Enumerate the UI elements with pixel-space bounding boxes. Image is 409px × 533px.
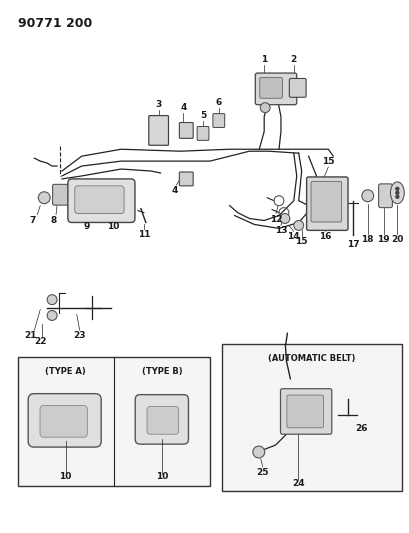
FancyBboxPatch shape <box>286 395 323 428</box>
Text: 3: 3 <box>155 100 162 109</box>
FancyBboxPatch shape <box>147 407 178 434</box>
FancyBboxPatch shape <box>310 181 341 222</box>
Text: 20: 20 <box>390 236 402 244</box>
FancyBboxPatch shape <box>135 394 188 444</box>
Circle shape <box>47 311 57 320</box>
Text: 25: 25 <box>256 468 268 477</box>
Text: 5: 5 <box>200 110 206 119</box>
Ellipse shape <box>389 182 403 204</box>
FancyBboxPatch shape <box>74 186 124 214</box>
FancyBboxPatch shape <box>40 406 87 437</box>
FancyBboxPatch shape <box>212 114 224 127</box>
Text: 2: 2 <box>290 55 296 64</box>
Text: 21: 21 <box>24 332 36 340</box>
Text: 23: 23 <box>73 332 86 340</box>
Text: 7: 7 <box>29 215 36 224</box>
Text: 1: 1 <box>261 55 267 64</box>
Text: 18: 18 <box>361 236 373 244</box>
FancyBboxPatch shape <box>255 73 296 104</box>
Bar <box>18 357 209 486</box>
Text: 10: 10 <box>107 222 119 231</box>
Text: 15: 15 <box>295 237 307 246</box>
FancyBboxPatch shape <box>148 116 168 146</box>
Circle shape <box>293 221 303 230</box>
FancyBboxPatch shape <box>289 78 306 98</box>
Circle shape <box>47 295 57 304</box>
Text: 8: 8 <box>51 215 57 224</box>
FancyBboxPatch shape <box>52 184 69 205</box>
FancyBboxPatch shape <box>306 177 347 230</box>
Text: 4: 4 <box>180 103 186 111</box>
Text: 24: 24 <box>291 479 304 488</box>
Text: 15: 15 <box>321 157 334 166</box>
Circle shape <box>252 446 264 458</box>
FancyBboxPatch shape <box>280 389 331 434</box>
FancyBboxPatch shape <box>179 123 193 139</box>
Text: 17: 17 <box>346 240 358 249</box>
Bar <box>221 344 401 491</box>
Circle shape <box>279 214 289 223</box>
Circle shape <box>395 195 398 198</box>
Circle shape <box>361 190 373 201</box>
Text: 22: 22 <box>34 337 46 346</box>
Circle shape <box>260 103 270 112</box>
Text: 12: 12 <box>269 215 281 223</box>
Text: (TYPE A): (TYPE A) <box>45 367 86 376</box>
Circle shape <box>395 187 398 190</box>
FancyBboxPatch shape <box>197 126 209 140</box>
Text: 9: 9 <box>83 222 90 231</box>
Text: 26: 26 <box>355 424 367 433</box>
Text: 4: 4 <box>171 186 177 195</box>
Text: 11: 11 <box>137 230 150 239</box>
Text: 10: 10 <box>155 472 168 481</box>
Text: (TYPE B): (TYPE B) <box>141 367 182 376</box>
FancyBboxPatch shape <box>179 172 193 186</box>
Text: 10: 10 <box>59 472 72 481</box>
Circle shape <box>395 191 398 194</box>
FancyBboxPatch shape <box>68 179 135 222</box>
Text: 16: 16 <box>318 232 331 241</box>
FancyBboxPatch shape <box>378 184 391 208</box>
Text: (AUTOMATIC BELT): (AUTOMATIC BELT) <box>267 354 355 363</box>
Circle shape <box>38 192 50 204</box>
Text: 90771 200: 90771 200 <box>18 17 92 30</box>
FancyBboxPatch shape <box>28 394 101 447</box>
Text: 13: 13 <box>274 227 287 236</box>
Text: 19: 19 <box>376 236 389 244</box>
FancyBboxPatch shape <box>259 77 282 98</box>
Text: 6: 6 <box>215 98 221 107</box>
Text: 14: 14 <box>287 232 299 241</box>
